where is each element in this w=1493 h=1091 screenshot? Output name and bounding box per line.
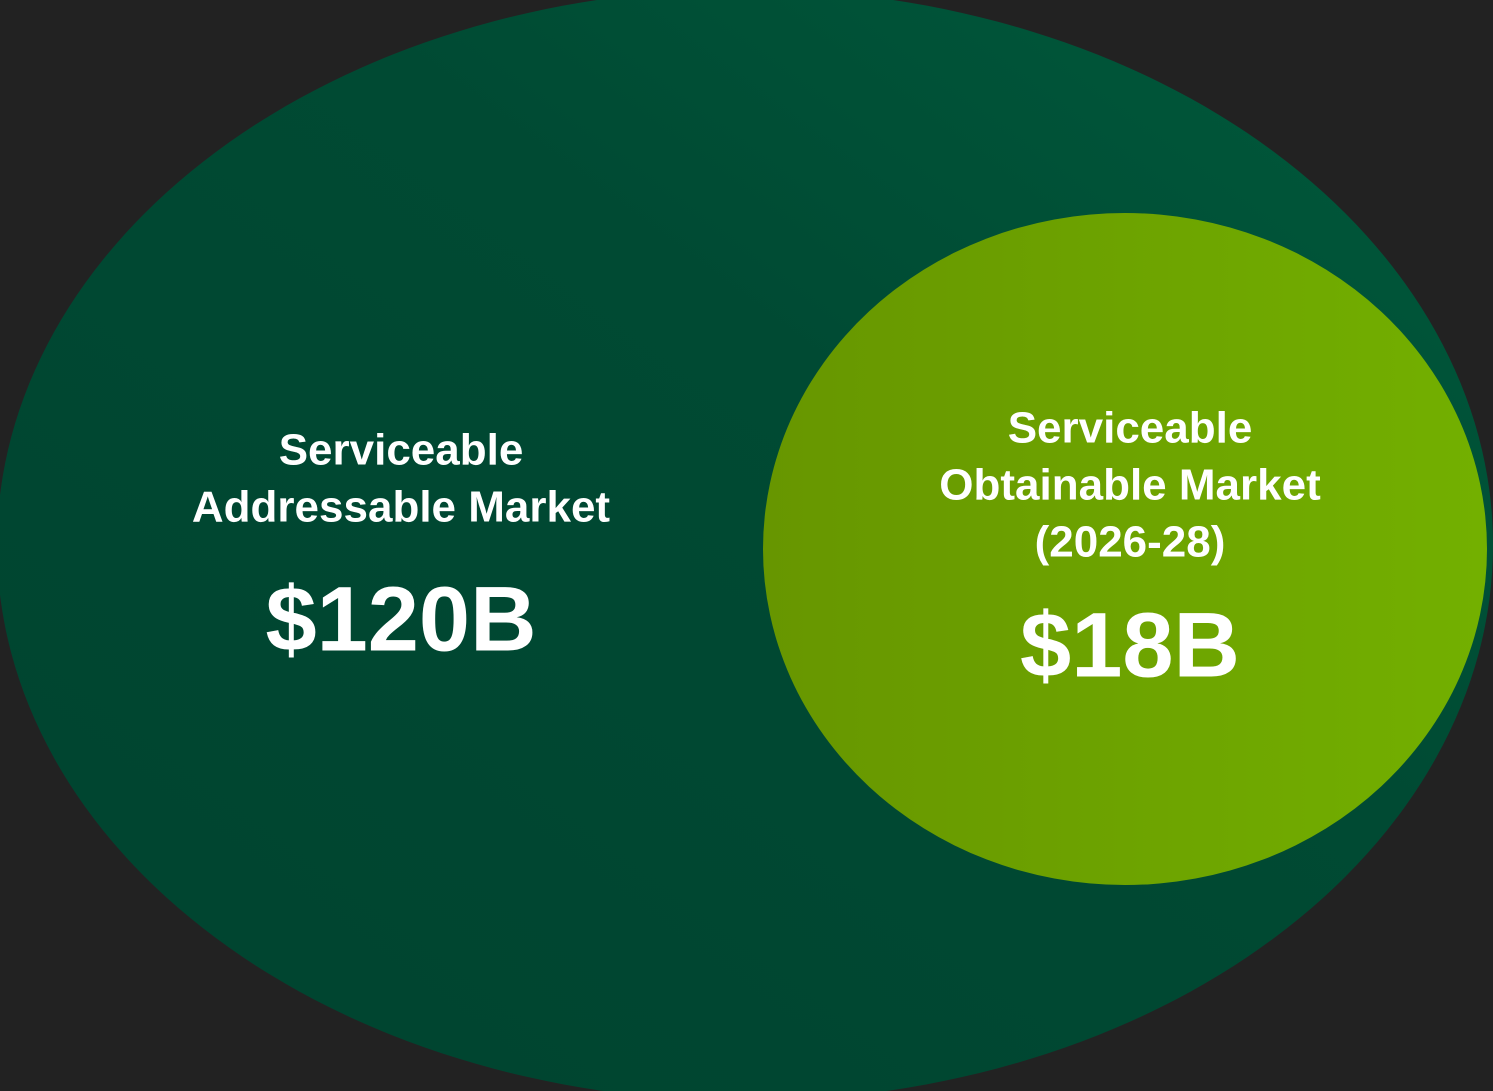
inner-ellipse [763, 213, 1487, 885]
sam-value: $120B [265, 568, 536, 670]
som-value: $18B [1020, 594, 1240, 696]
som-label: Serviceable [1008, 404, 1253, 453]
som-label: (2026-28) [1035, 518, 1226, 567]
sam-label: Addressable Market [192, 483, 611, 532]
sam-label: Serviceable [279, 426, 524, 475]
som-label: Obtainable Market [939, 461, 1321, 510]
